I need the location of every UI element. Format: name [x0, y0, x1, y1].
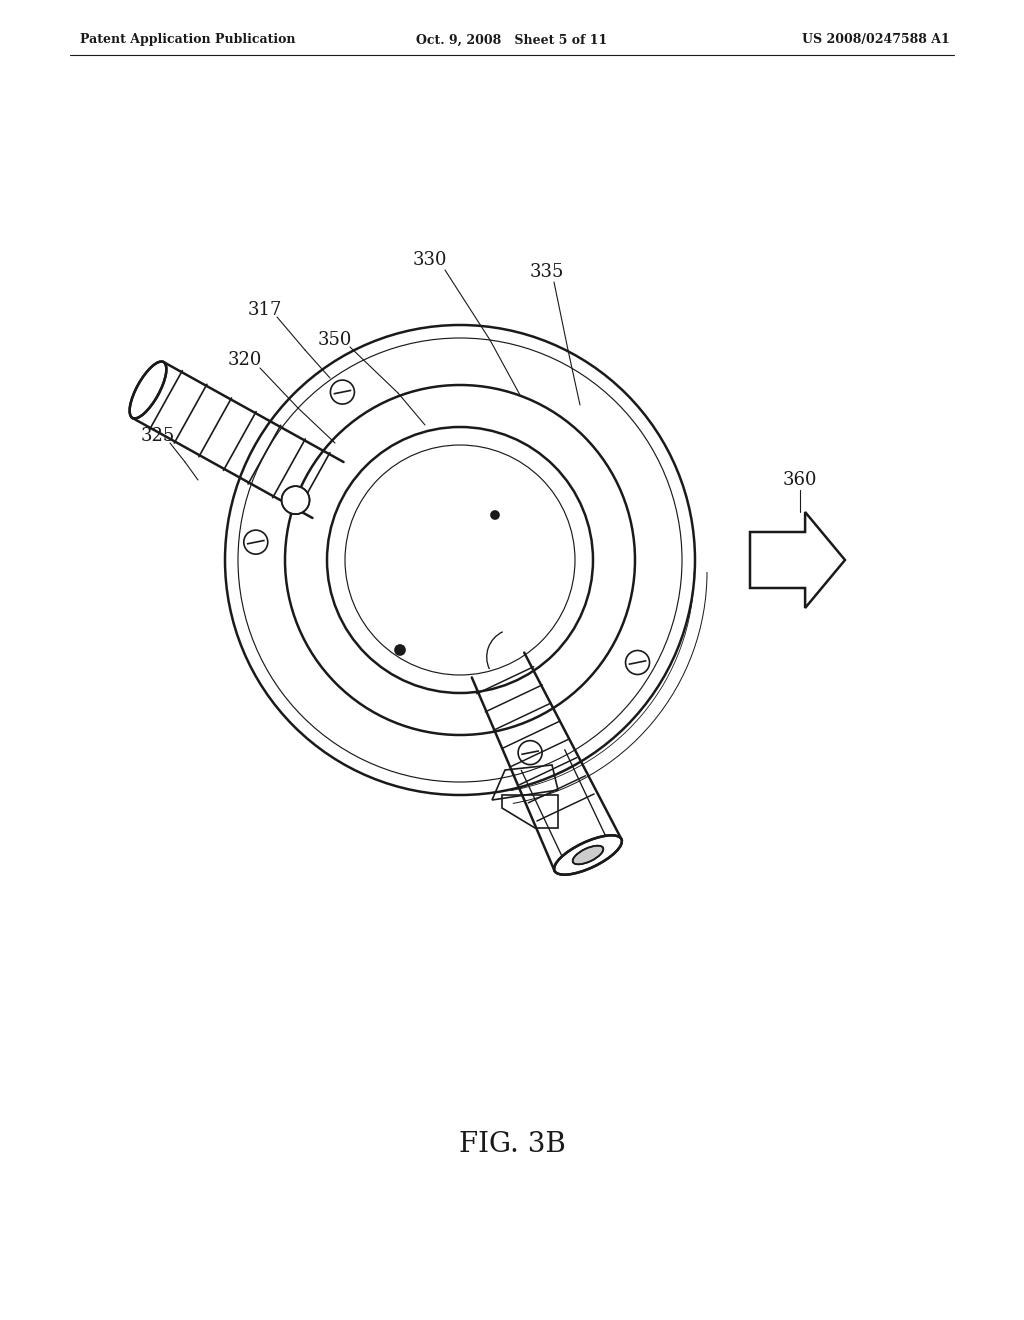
Circle shape [395, 645, 406, 655]
Text: FIG. 3B: FIG. 3B [459, 1131, 565, 1159]
Text: Patent Application Publication: Patent Application Publication [80, 33, 296, 46]
Text: 335: 335 [529, 263, 564, 281]
Text: US 2008/0247588 A1: US 2008/0247588 A1 [802, 33, 950, 46]
Text: 317: 317 [248, 301, 283, 319]
Text: 360: 360 [782, 471, 817, 488]
Circle shape [282, 486, 309, 515]
Ellipse shape [130, 362, 166, 418]
Circle shape [490, 511, 499, 519]
Text: 320: 320 [227, 351, 262, 370]
Ellipse shape [554, 836, 622, 875]
Text: Oct. 9, 2008   Sheet 5 of 11: Oct. 9, 2008 Sheet 5 of 11 [417, 33, 607, 46]
Ellipse shape [572, 846, 603, 865]
Text: 330: 330 [413, 251, 447, 269]
Text: 325: 325 [141, 426, 175, 445]
Text: 350: 350 [317, 331, 352, 348]
